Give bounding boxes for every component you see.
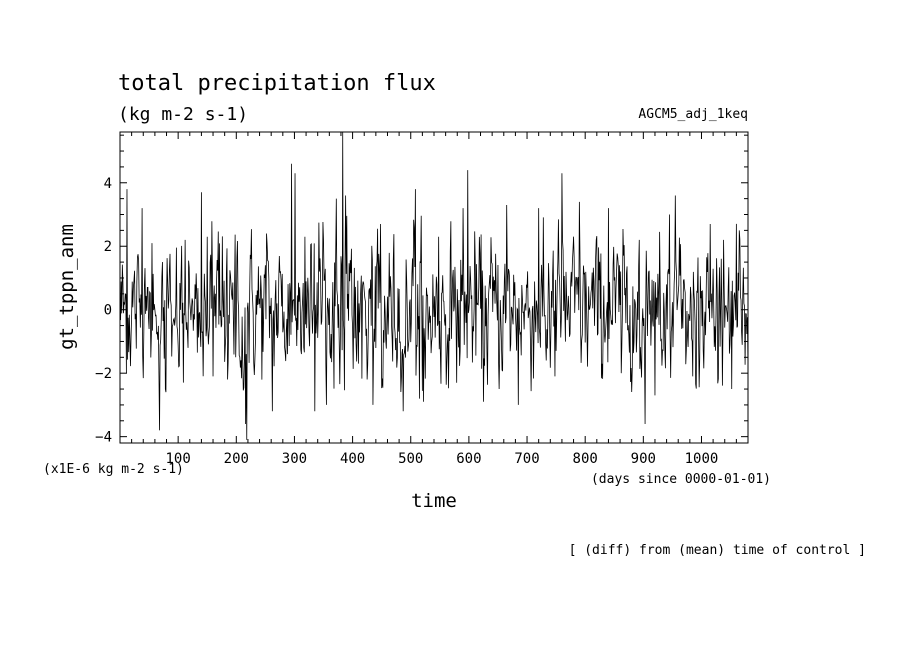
x-tick-label: 300 [282,451,307,467]
x-axis-label: time [411,490,457,512]
x-tick-label: 1000 [685,451,719,467]
units-label: (kg m-2 s-1) [118,104,248,125]
chart-title: total precipitation flux [118,71,436,96]
y-tick-label: −2 [95,366,112,382]
x-tick-label: 500 [398,451,423,467]
experiment-label: AGCM5_adj_1keq [638,107,748,122]
x-tick-label: 800 [573,451,598,467]
series-line [120,131,749,440]
y-axis: −4 −2 0 2 4 [95,134,748,446]
x-tick-label: 100 [165,451,190,467]
y-tick-label: 4 [104,176,112,192]
y-tick-label: −4 [95,430,112,446]
plot-area: 100 200 300 400 500 600 700 800 900 1000 −4 −2 0 2 4 [95,131,749,467]
y-scale-note: (x1E-6 kg m-2 s-1) [43,462,184,477]
x-unit-note: (days since 0000-01-01) [591,472,771,487]
y-tick-label: 2 [104,239,112,255]
x-tick-label: 200 [224,451,249,467]
x-tick-label: 700 [514,451,539,467]
x-tick-label: 600 [456,451,481,467]
x-tick-label: 900 [631,451,656,467]
y-tick-label: 0 [104,303,112,319]
x-axis: 100 200 300 400 500 600 700 800 900 1000 [131,132,749,467]
x-tick-label: 400 [340,451,365,467]
footnote: [ (diff) from (mean) time of control ] [569,543,866,558]
y-axis-label: gt_tppn_anm [56,224,78,350]
